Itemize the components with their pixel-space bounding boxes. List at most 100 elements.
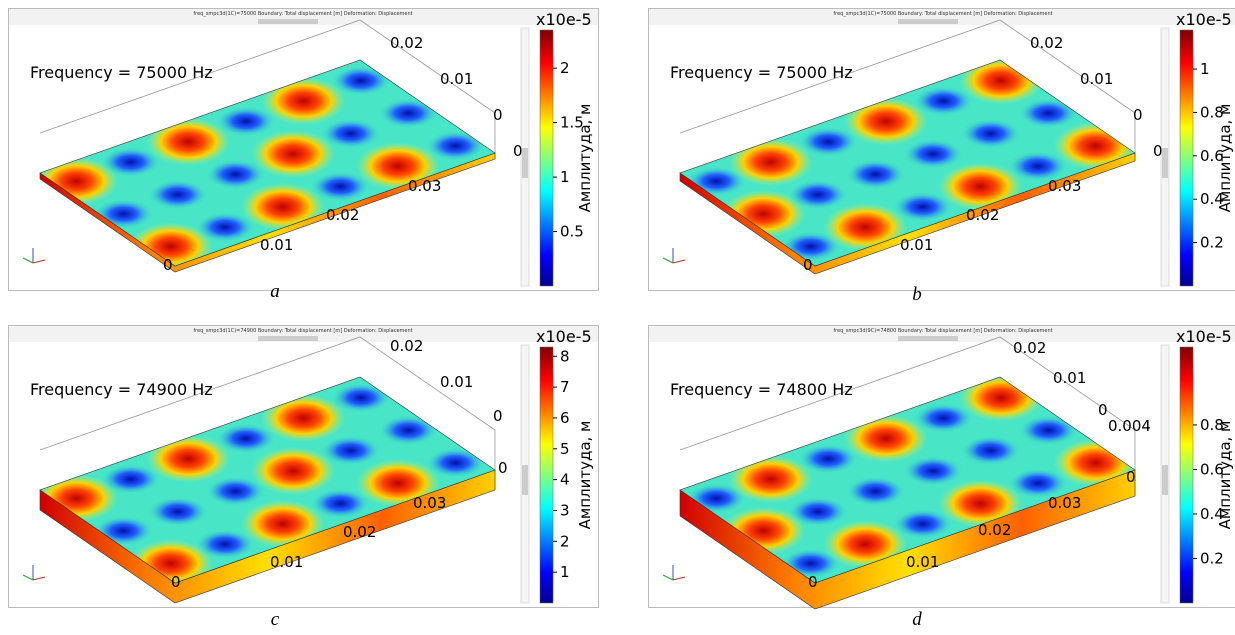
colorbar-tick-label: 5 <box>560 440 570 458</box>
colorbar-tick-label: 0.2 <box>1200 549 1224 567</box>
axis-tick-label: 0.01 <box>260 236 293 254</box>
axis-tick-label: 0 <box>513 142 523 160</box>
axis-icon <box>22 574 34 581</box>
mode-spot <box>355 142 440 191</box>
mode-spot <box>1018 98 1079 129</box>
axis-tick-label: 0.01 <box>1080 70 1113 88</box>
header-scroll <box>258 19 318 24</box>
plate-outline <box>679 376 1136 584</box>
caption: c <box>271 609 280 630</box>
axis-tick-label: 0 <box>1098 401 1108 419</box>
axis-tick-label: 0.02 <box>390 337 423 355</box>
axis-tick-label: 0 <box>1153 142 1163 160</box>
scroll-thumb <box>522 148 528 178</box>
axis-tick-label: 0.02 <box>1030 34 1063 52</box>
axis-tick-label: 0 <box>808 573 818 591</box>
axis-tick-label: 0 <box>1133 106 1143 124</box>
axis-tick-label: 0.02 <box>966 206 999 224</box>
mode-spot <box>146 434 231 483</box>
axis-tick-label: 0 <box>803 256 813 274</box>
axis-icon <box>22 257 34 264</box>
colorbar-tick-label: 3 <box>560 501 570 519</box>
mode-spot <box>845 476 906 507</box>
mode-spot <box>378 98 439 129</box>
mode-spot <box>215 423 276 454</box>
mode-spot <box>425 447 486 478</box>
mode-spot <box>823 203 908 252</box>
mode-spot <box>787 179 848 210</box>
mode-spot <box>798 443 859 474</box>
colorbar-label: Амплитуда, м <box>1216 104 1234 213</box>
mode-spot <box>728 138 813 187</box>
mode-spot <box>195 529 256 560</box>
axis-tick-label: 0.01 <box>440 373 473 391</box>
mode-spot <box>147 179 208 210</box>
frequency-label: Frequency = 74900 Hz <box>30 380 213 399</box>
frequency-label: Frequency = 74800 Hz <box>670 380 853 399</box>
colorbar-tick-label: 1 <box>1200 60 1210 78</box>
axis-tick-label: 0 <box>498 459 508 477</box>
scroll-thumb <box>1162 148 1168 178</box>
header-bar <box>649 326 1235 342</box>
mode-spot <box>320 435 381 466</box>
axis-tick-label: 0.01 <box>900 236 933 254</box>
colorbar-tick-label: 2 <box>560 59 570 77</box>
plate-outline <box>39 376 496 584</box>
panel: freq_smpc3d(1C)=75000 Boundary: Total di… <box>8 8 599 291</box>
mode-spot <box>251 129 336 178</box>
axis-icon <box>32 259 46 264</box>
colorbar <box>539 346 554 604</box>
mode-spot <box>205 476 266 507</box>
colorbar-tick-label: 6 <box>560 409 570 427</box>
axis-tick-label: 0.02 <box>978 521 1011 539</box>
axis-tick-label: 0.02 <box>1013 339 1046 357</box>
mode-spot <box>913 403 974 434</box>
wire-box <box>679 19 1136 161</box>
mode-spot <box>320 118 381 149</box>
mode-spot <box>845 159 906 190</box>
axis-tick-label: 0.03 <box>1048 494 1081 512</box>
colorbar-tick-label: 0.8 <box>1200 103 1224 121</box>
mode-spot <box>903 455 964 486</box>
header-bar <box>649 9 1235 25</box>
mode-spot <box>892 508 953 539</box>
header-scroll <box>258 336 318 341</box>
mode-spot <box>378 415 439 446</box>
axis-tick-label: 0.004 <box>1108 417 1151 435</box>
axis-tick-label: 0.01 <box>270 553 303 571</box>
colorbar-multiplier: x10e-5 <box>536 10 592 29</box>
mode-spot <box>938 479 1023 528</box>
mode-spot <box>1007 151 1068 182</box>
mode-spot <box>355 459 440 508</box>
mode-spot <box>146 117 231 166</box>
mode-spot <box>147 496 208 527</box>
mode-spot <box>892 191 953 222</box>
axis-tick-label: 0.01 <box>906 553 939 571</box>
mode-spot <box>728 455 813 504</box>
frequency-label: Frequency = 75000 Hz <box>30 63 213 82</box>
mode-spot <box>425 130 486 161</box>
axis-icon <box>662 574 674 581</box>
axis-tick-label: 0.01 <box>440 70 473 88</box>
mode-spot <box>843 97 928 146</box>
axis-tick-label: 0.01 <box>1053 369 1086 387</box>
colorbar-tick-label: 8 <box>560 347 570 365</box>
plate-top <box>40 60 495 266</box>
wire-box <box>679 336 1136 496</box>
axis-tick-label: 0 <box>493 106 503 124</box>
axis-tick-label: 0.02 <box>343 523 376 541</box>
colorbar-tick-label: 4 <box>560 471 570 489</box>
mode-spot <box>215 106 276 137</box>
colorbar <box>1179 29 1194 287</box>
mode-spot <box>823 520 908 569</box>
mode-spot <box>195 212 256 243</box>
mode-spot <box>798 126 859 157</box>
mode-spot <box>787 496 848 527</box>
mode-spot <box>938 162 1023 211</box>
colorbar-label: Амплитуда, м <box>1216 421 1234 530</box>
colorbar-tick-label: 7 <box>560 378 570 396</box>
colorbar-tick-label: 1.5 <box>560 114 584 132</box>
colorbar-tick-label: 0.5 <box>560 223 584 241</box>
mode-spot <box>240 182 325 231</box>
axis-tick-label: 0 <box>1126 468 1136 486</box>
